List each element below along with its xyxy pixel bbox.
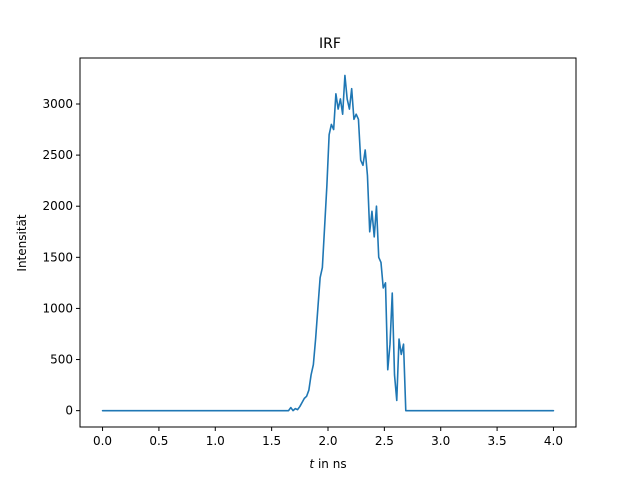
- y-tick-label: 1000: [42, 301, 73, 315]
- x-tick-label: 4.0: [544, 434, 563, 448]
- x-tick-label: 1.0: [206, 434, 225, 448]
- y-tick-label: 3000: [42, 97, 73, 111]
- y-axis-ticks: 0 500 1000 1500 2000 2500 3000: [42, 97, 80, 418]
- y-tick-label: 500: [50, 353, 73, 367]
- x-axis-label: t in ns: [309, 457, 346, 471]
- y-axis-label: Intensität: [15, 214, 29, 271]
- x-axis-label-variable: t: [309, 457, 315, 471]
- x-tick-label: 3.0: [431, 434, 450, 448]
- irf-series-line: [101, 74, 555, 412]
- x-axis-ticks: 0.0 0.5 1.0 1.5 2.0 2.5 3.0 3.5 4.0: [93, 427, 563, 448]
- x-tick-label: 0.0: [93, 434, 112, 448]
- y-tick-label: 2000: [42, 199, 73, 213]
- x-tick-label: 2.5: [375, 434, 394, 448]
- chart-title: IRF: [319, 36, 341, 52]
- plot-area-frame: [79, 57, 577, 428]
- x-tick-label: 3.5: [488, 434, 507, 448]
- y-tick-label: 2500: [42, 148, 73, 162]
- y-tick-label: 0: [65, 404, 73, 418]
- x-tick-label: 1.5: [262, 434, 281, 448]
- series-layer: [101, 74, 555, 412]
- x-tick-label: 0.5: [149, 434, 168, 448]
- x-tick-label: 2.0: [318, 434, 337, 448]
- y-tick-label: 1500: [42, 250, 73, 264]
- x-axis-label-unit: in ns: [314, 457, 346, 471]
